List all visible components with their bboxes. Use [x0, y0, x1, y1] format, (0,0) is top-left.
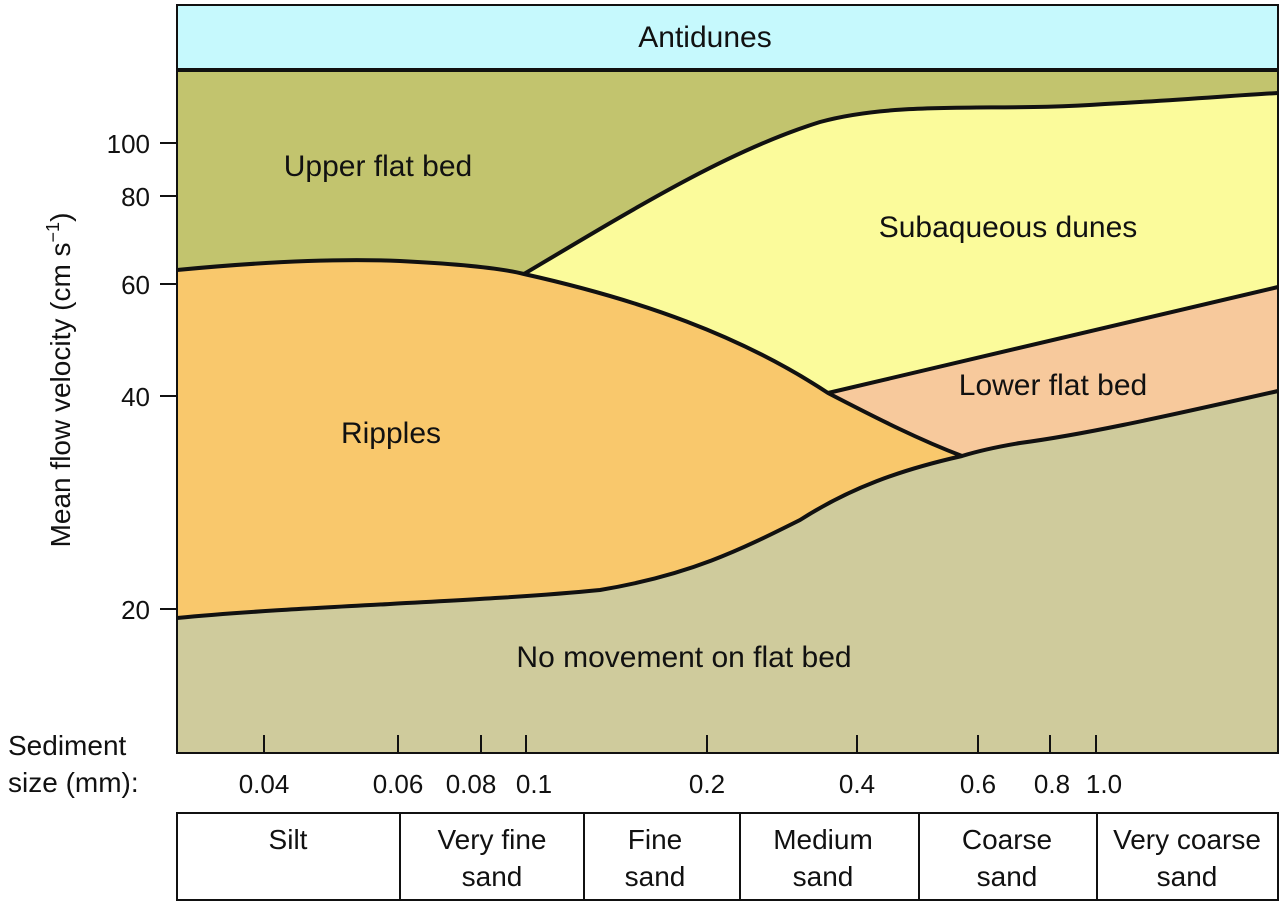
- upper-flat-bed-label: Upper flat bed: [284, 150, 472, 183]
- upper-dunes-boundary: [522, 91, 1279, 276]
- x-tick-label: 0.04: [239, 769, 290, 799]
- size-class-cell: Very fine: [438, 824, 547, 855]
- x-tick-labels: 0.04 0.06 0.08 0.1 0.2 0.4 0.6 0.8 1.0: [239, 769, 1122, 799]
- x-tick-label: 0.2: [689, 769, 725, 799]
- size-class-cell: Medium: [773, 824, 873, 855]
- x-tick-label: 0.8: [1034, 769, 1070, 799]
- x-tick-label: 0.6: [960, 769, 996, 799]
- y-tick-label: 100: [107, 129, 150, 159]
- size-class-cell: sand: [462, 861, 523, 892]
- y-tick-label: 60: [121, 270, 150, 300]
- size-class-cell: Silt: [269, 824, 308, 855]
- y-tick-label: 20: [121, 595, 150, 625]
- size-class-cell: Very coarse: [1113, 824, 1261, 855]
- y-axis-title-suffix: ): [45, 213, 76, 222]
- y-tick-label: 80: [121, 182, 150, 212]
- x-tick-label: 0.08: [446, 769, 497, 799]
- plot-frame: [176, 4, 1279, 754]
- size-class-cell: sand: [793, 861, 854, 892]
- y-axis-title-main: Mean flow velocity (cm s: [45, 242, 76, 547]
- ripples-region: [177, 260, 962, 618]
- lower-flat-bed-label: Lower flat bed: [959, 369, 1147, 402]
- x-axis-title-line: Sediment: [8, 730, 127, 761]
- x-axis-title-line: size (mm):: [8, 767, 139, 798]
- subaqueous-dunes-label: Subaqueous dunes: [879, 211, 1138, 244]
- y-axis-title-exponent: −1: [43, 222, 63, 243]
- size-class-cell: Fine: [628, 824, 682, 855]
- ripples-upper-boundary: [176, 258, 963, 458]
- no-movement-boundary: [176, 389, 1279, 620]
- no-movement-region: [177, 391, 1278, 753]
- region-labels: Antidunes Upper flat bed Subaqueous dune…: [284, 21, 1147, 674]
- regions: [177, 5, 1278, 753]
- no-movement-label: No movement on flat bed: [516, 641, 851, 674]
- y-axis-title: Mean flow velocity (cm s−1): [43, 213, 76, 548]
- size-class-cell: sand: [625, 861, 686, 892]
- x-tick-label: 0.06: [373, 769, 424, 799]
- boundaries: [176, 68, 1279, 620]
- x-tick-label: 1.0: [1086, 769, 1122, 799]
- size-class-cell: sand: [1157, 861, 1218, 892]
- y-axis: [160, 142, 177, 610]
- size-class-table: Silt Very fine sand Fine sand Medium san…: [176, 812, 1279, 901]
- y-tick-label: 40: [121, 382, 150, 412]
- y-tick-labels: 100 80 60 40 20: [107, 129, 150, 625]
- dunes-lower-flat-boundary: [827, 285, 1279, 395]
- size-class-cell: Coarse: [962, 824, 1052, 855]
- antidunes-region: [177, 5, 1278, 70]
- ripples-label: Ripples: [341, 417, 441, 450]
- size-class-table-frame: [176, 812, 1279, 901]
- x-axis-title: Sediment size (mm):: [8, 730, 139, 798]
- x-axis: [263, 735, 1097, 753]
- size-class-cell: sand: [977, 861, 1038, 892]
- antidunes-label: Antidunes: [638, 21, 771, 54]
- x-tick-label: 0.4: [839, 769, 875, 799]
- lower-flat-bed-region: [828, 287, 1278, 456]
- x-tick-label: 0.1: [516, 769, 552, 799]
